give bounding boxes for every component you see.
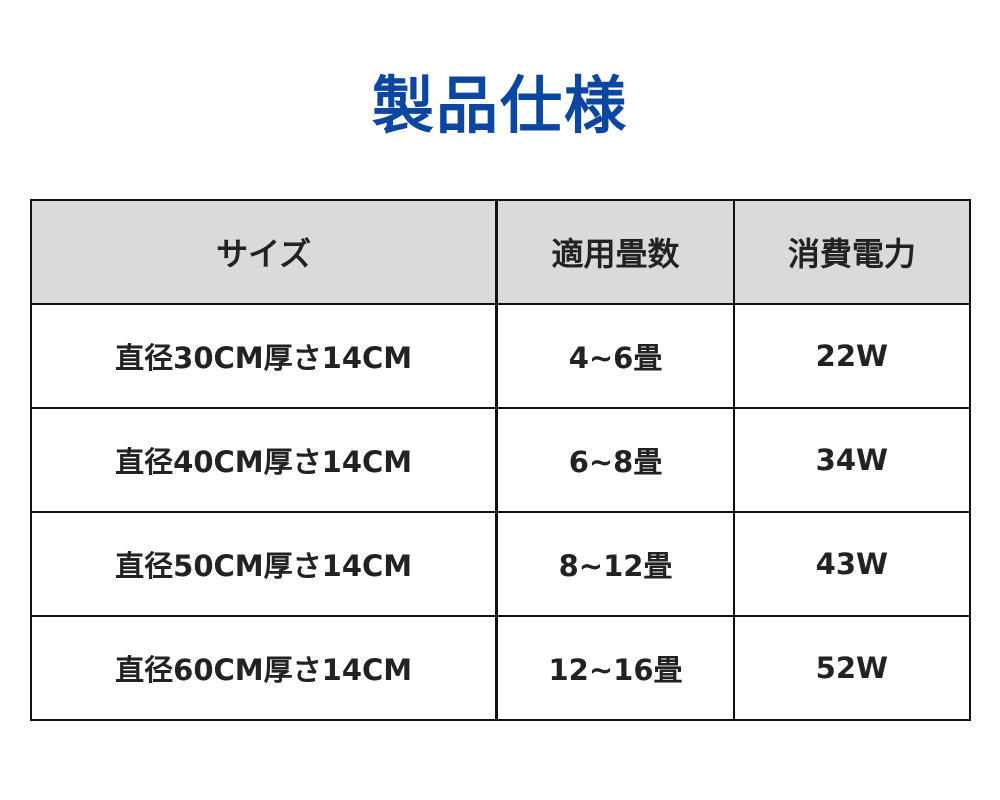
cell-room-size: 12~16畳 [495,615,735,721]
header-room-size: 適用畳数 [495,199,735,305]
cell-room-size: 4~6畳 [495,303,735,409]
cell-room-size: 6~8畳 [495,407,735,513]
page-title: 製品仕様 [371,69,628,142]
cell-size: 直径50CM厚さ14CM [30,511,498,617]
table-row: 直径30CM厚さ14CM 4~6畳 22W [30,303,972,409]
cell-size: 直径40CM厚さ14CM [30,407,498,513]
table-row: 直径60CM厚さ14CM 12~16畳 52W [30,615,972,721]
cell-size: 直径30CM厚さ14CM [30,303,498,409]
table-row: 直径50CM厚さ14CM 8~12畳 43W [30,511,972,617]
table-header-row: サイズ 適用畳数 消費電力 [30,199,972,305]
cell-power: 52W [732,615,972,721]
cell-power: 22W [732,303,972,409]
cell-size: 直径60CM厚さ14CM [30,615,498,721]
cell-power: 43W [732,511,972,617]
spec-table: サイズ 適用畳数 消費電力 直径30CM厚さ14CM 4~6畳 22W 直径40… [30,199,972,721]
cell-power: 34W [732,407,972,513]
cell-room-size: 8~12畳 [495,511,735,617]
table-row: 直径40CM厚さ14CM 6~8畳 34W [30,407,972,513]
header-power: 消費電力 [732,199,972,305]
header-size: サイズ [30,199,498,305]
